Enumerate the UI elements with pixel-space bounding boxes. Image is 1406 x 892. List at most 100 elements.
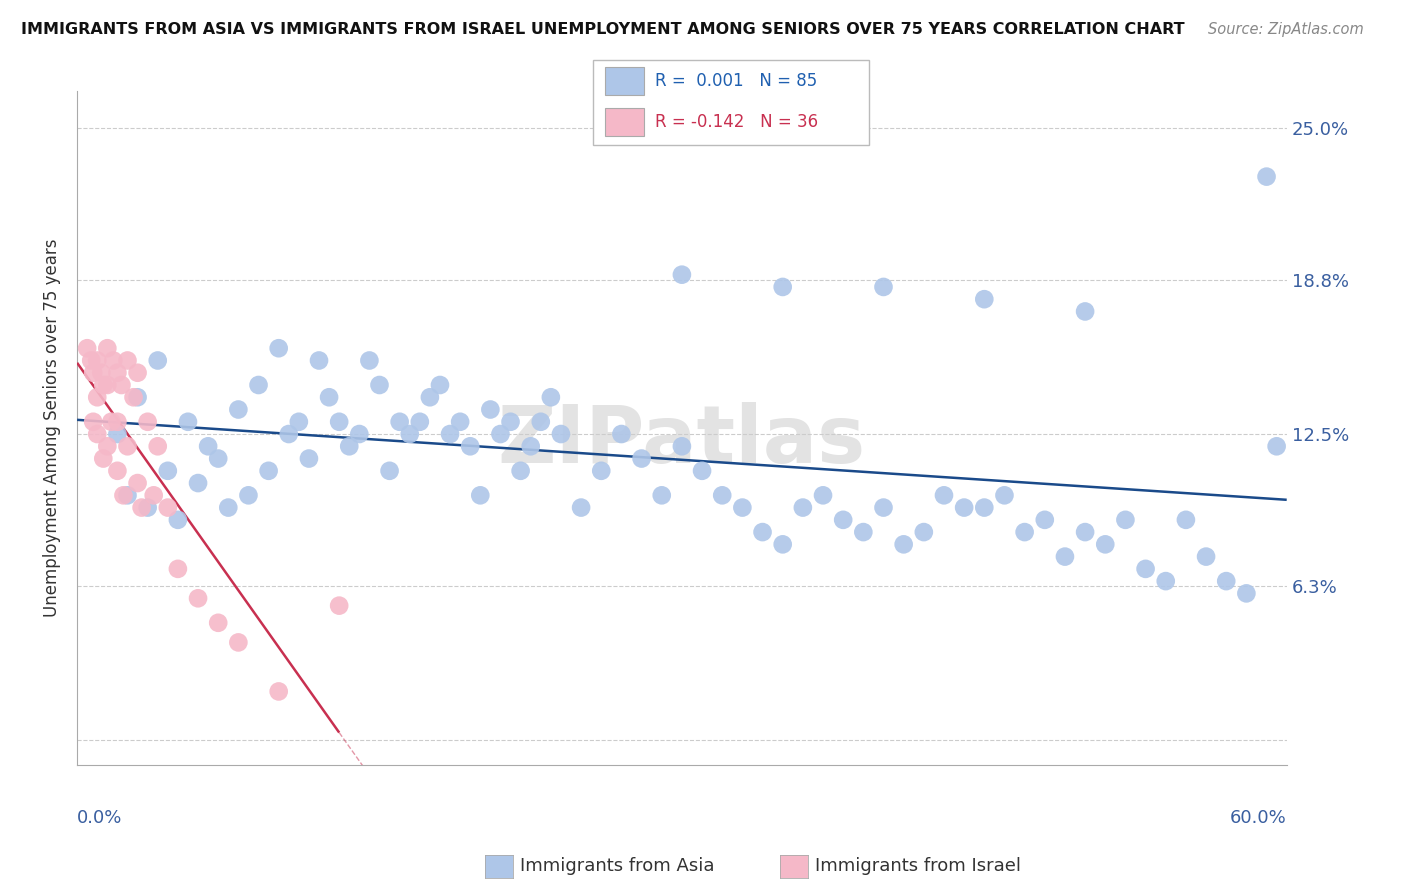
Point	[852, 525, 875, 540]
Point	[429, 378, 451, 392]
Point	[1215, 574, 1237, 588]
Point	[349, 427, 371, 442]
Point	[449, 415, 471, 429]
Point	[308, 353, 330, 368]
Point	[127, 476, 149, 491]
Point	[136, 500, 159, 515]
Point	[731, 500, 754, 515]
Text: Source: ZipAtlas.com: Source: ZipAtlas.com	[1208, 22, 1364, 37]
Point	[207, 451, 229, 466]
Point	[671, 439, 693, 453]
Point	[247, 378, 270, 392]
Point	[142, 488, 165, 502]
Point	[1053, 549, 1076, 564]
Point	[156, 500, 179, 515]
Point	[630, 451, 652, 466]
Point	[90, 366, 112, 380]
Point	[257, 464, 280, 478]
Point	[912, 525, 935, 540]
Text: 0.0%: 0.0%	[77, 809, 122, 827]
Point	[751, 525, 773, 540]
Point	[100, 415, 122, 429]
Point	[107, 464, 129, 478]
Text: R = -0.142   N = 36: R = -0.142 N = 36	[655, 113, 818, 131]
Point	[131, 500, 153, 515]
Point	[103, 353, 125, 368]
Point	[288, 415, 311, 429]
Text: 60.0%: 60.0%	[1230, 809, 1286, 827]
Point	[76, 341, 98, 355]
Point	[91, 451, 114, 466]
Point	[368, 378, 391, 392]
Point	[811, 488, 834, 502]
FancyBboxPatch shape	[593, 60, 869, 145]
FancyBboxPatch shape	[605, 108, 644, 136]
Point	[1114, 513, 1136, 527]
Point	[110, 378, 132, 392]
Point	[470, 488, 492, 502]
Point	[671, 268, 693, 282]
Point	[217, 500, 239, 515]
Point	[96, 341, 118, 355]
Point	[388, 415, 411, 429]
Point	[1033, 513, 1056, 527]
Point	[932, 488, 955, 502]
Point	[298, 451, 321, 466]
Point	[167, 513, 190, 527]
Point	[519, 439, 541, 453]
Point	[277, 427, 299, 442]
Point	[509, 464, 531, 478]
Point	[591, 464, 613, 478]
Point	[80, 353, 103, 368]
Point	[337, 439, 360, 453]
Point	[872, 280, 894, 294]
Point	[96, 378, 118, 392]
Point	[610, 427, 633, 442]
Point	[107, 366, 129, 380]
Point	[122, 390, 145, 404]
Point	[107, 427, 129, 442]
Point	[378, 464, 401, 478]
Point	[872, 500, 894, 515]
Point	[187, 591, 209, 606]
Point	[107, 415, 129, 429]
Text: Immigrants from Asia: Immigrants from Asia	[520, 857, 714, 875]
Point	[569, 500, 592, 515]
Point	[1094, 537, 1116, 551]
Point	[228, 402, 250, 417]
Point	[893, 537, 915, 551]
Point	[1014, 525, 1036, 540]
Point	[136, 415, 159, 429]
Point	[711, 488, 734, 502]
Point	[167, 562, 190, 576]
Point	[228, 635, 250, 649]
Point	[359, 353, 381, 368]
Point	[540, 390, 562, 404]
Point	[479, 402, 502, 417]
Y-axis label: Unemployment Among Seniors over 75 years: Unemployment Among Seniors over 75 years	[44, 239, 60, 617]
Point	[207, 615, 229, 630]
Point	[1135, 562, 1157, 576]
Point	[419, 390, 441, 404]
Point	[197, 439, 219, 453]
Point	[690, 464, 713, 478]
Point	[86, 427, 108, 442]
Point	[1074, 525, 1097, 540]
Point	[792, 500, 814, 515]
Point	[146, 439, 169, 453]
Point	[146, 353, 169, 368]
Point	[1234, 586, 1257, 600]
Point	[550, 427, 572, 442]
Point	[651, 488, 673, 502]
Point	[398, 427, 420, 442]
Point	[458, 439, 481, 453]
Point	[1154, 574, 1177, 588]
Point	[328, 415, 350, 429]
Point	[86, 353, 108, 368]
Point	[177, 415, 200, 429]
Point	[439, 427, 461, 442]
Point	[328, 599, 350, 613]
Point	[117, 353, 139, 368]
Point	[318, 390, 340, 404]
Point	[530, 415, 553, 429]
